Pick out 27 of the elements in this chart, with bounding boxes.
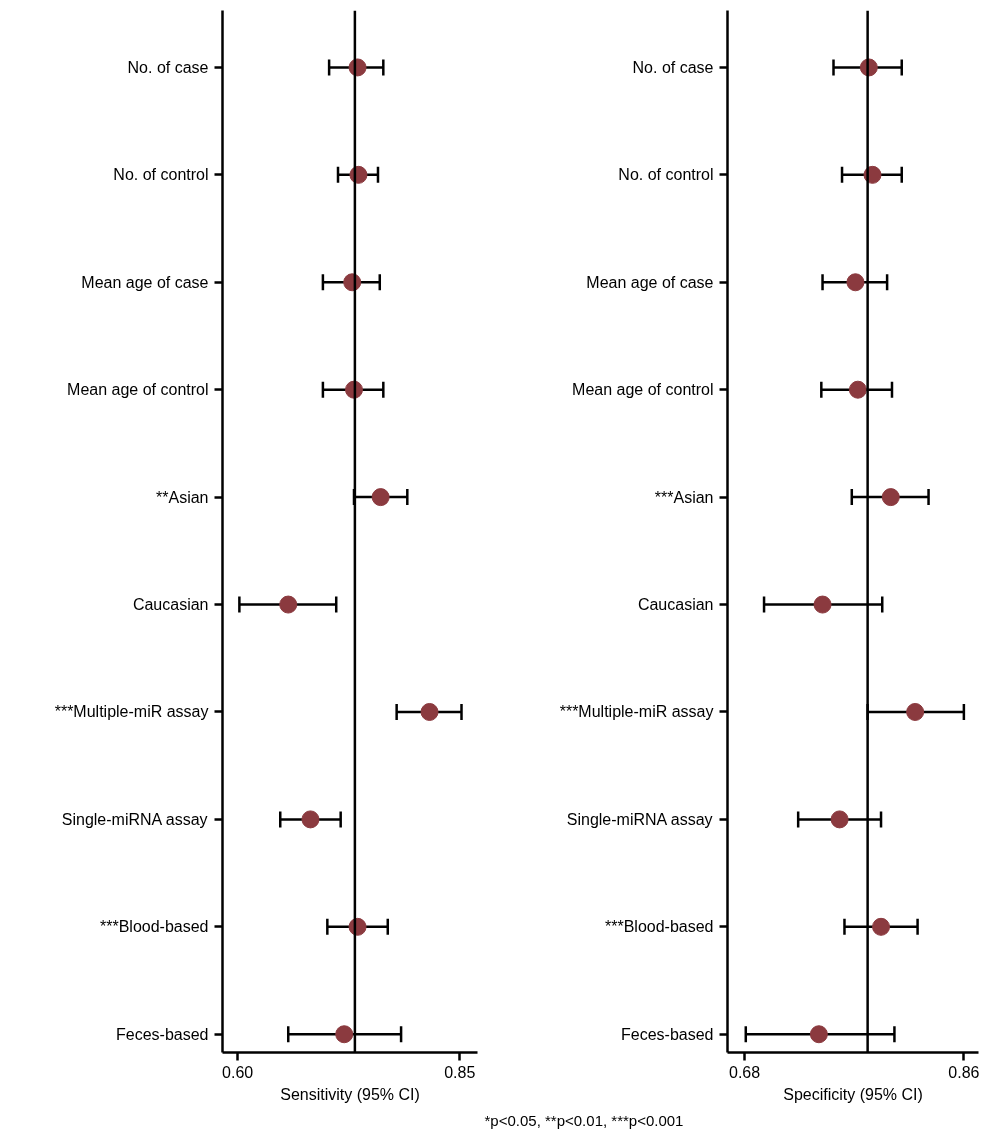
y-tick-label: No. of case [127,58,209,76]
y-tick-label: Single-miRNA assay [566,810,713,828]
y-tick-label: No. of case [632,58,714,76]
x-tick-label: 0.68 [728,1063,761,1081]
x-axis-title: Sensitivity (95% CI) [280,1085,420,1103]
y-tick-label: Caucasian [132,596,209,614]
y-tick-label: Feces-based [116,1025,209,1043]
x-axis-title: Specificity (95% CI) [783,1085,923,1103]
y-tick-label: ***Multiple-miR assay [559,703,714,721]
y-tick-label: Caucasian [637,596,714,614]
y-tick-label: Single-miRNA assay [61,810,208,828]
y-tick-label: ***Asian [654,488,714,506]
text: *p<0.05, **p<0.01, ***p<0.001 [484,1111,684,1131]
y-tick-label: No. of control [618,166,714,184]
x-tick-label: 0.60 [222,1063,254,1081]
y-tick-label: **Asian [156,488,209,506]
y-tick-label: Mean age of control [572,381,714,399]
y-tick-label: Mean age of case [586,273,714,291]
x-tick-label: 0.85 [444,1063,476,1081]
x-tick-label: 0.86 [948,1063,980,1081]
y-tick-label: ***Blood-based [99,918,209,936]
y-tick-label: ***Blood-based [604,918,714,936]
y-tick-label: No. of control [113,166,209,184]
y-tick-label: ***Multiple-miR assay [54,703,209,721]
y-tick-label: Mean age of case [81,273,209,291]
y-tick-label: Mean age of control [67,381,209,399]
y-tick-label: Feces-based [621,1025,714,1043]
